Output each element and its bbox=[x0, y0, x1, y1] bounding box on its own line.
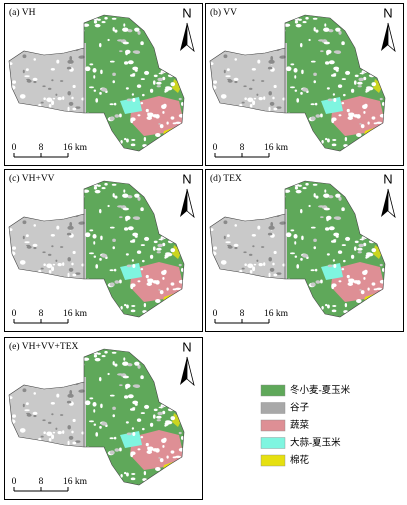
scale-label: 0 bbox=[12, 477, 17, 487]
legend-swatch bbox=[260, 384, 286, 397]
legend-swatch bbox=[260, 437, 286, 449]
panel-label: (d) TEX bbox=[210, 173, 242, 184]
north-label: N bbox=[182, 5, 191, 20]
panel-label: (e) VH+VV+TEX bbox=[9, 341, 79, 352]
scale-label: 16 km bbox=[63, 143, 88, 153]
scale-label: 0 bbox=[213, 309, 218, 319]
scale-label: 8 bbox=[240, 309, 245, 319]
legend-label: 棉花 bbox=[290, 454, 310, 466]
panels: (a) VH N 0 8 16 km (b) VV N 0 8 16 km (c) VH+VV N 0 8… bbox=[4, 3, 404, 500]
map-panel: (c) VH+VV N 0 8 16 km bbox=[4, 169, 203, 332]
panel-label: (b) VV bbox=[210, 7, 237, 18]
panel-label: (a) VH bbox=[9, 7, 36, 18]
north-label: N bbox=[182, 339, 191, 354]
map-panel: (a) VH N 0 8 16 km bbox=[4, 3, 203, 166]
scale-label: 0 bbox=[12, 309, 17, 319]
scale-label: 0 bbox=[12, 143, 17, 153]
legend-label: 谷子 bbox=[290, 403, 310, 414]
scale-label: 16 km bbox=[63, 309, 88, 319]
scale-label: 16 km bbox=[264, 309, 289, 319]
scale-label: 16 km bbox=[63, 477, 88, 487]
north-label: N bbox=[383, 171, 392, 186]
legend-label: 蔬菜 bbox=[290, 419, 310, 431]
legend-label: 冬小麦-夏玉米 bbox=[290, 384, 351, 396]
scale-label: 16 km bbox=[264, 143, 289, 153]
scale-label: 8 bbox=[39, 143, 44, 153]
scale-label: 8 bbox=[39, 477, 44, 487]
north-label: N bbox=[182, 171, 191, 186]
scale-label: 8 bbox=[240, 143, 245, 153]
map-panel: (e) VH+VV+TEX N 0 8 16 km bbox=[4, 337, 203, 500]
legend-label: 大蒜-夏玉米 bbox=[290, 437, 341, 449]
panel-label: (c) VH+VV bbox=[9, 173, 55, 184]
legend-swatch bbox=[260, 402, 286, 414]
legend-swatch bbox=[260, 419, 286, 432]
legend-swatch bbox=[260, 454, 286, 467]
scale-label: 0 bbox=[213, 143, 218, 153]
map-panel: (b) VV N 0 8 16 km bbox=[205, 3, 404, 166]
map-panel: (d) TEX N 0 8 16 km bbox=[205, 169, 404, 332]
north-label: N bbox=[383, 5, 392, 20]
scale-label: 8 bbox=[39, 309, 44, 319]
